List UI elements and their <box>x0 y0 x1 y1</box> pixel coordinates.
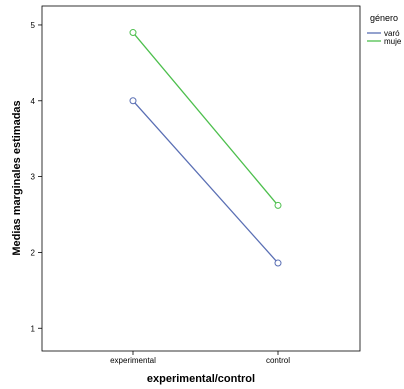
x-axis-title: experimental/control <box>147 373 255 385</box>
y-tick-label: 3 <box>31 173 36 182</box>
legend-label: muje <box>384 37 402 46</box>
data-point <box>129 97 137 105</box>
series-layer <box>129 29 282 267</box>
legend-label: varó <box>384 29 400 38</box>
y-axis-title: Medias marginales estimadas <box>11 100 23 255</box>
y-axis-ticks: 1 2 3 4 5 <box>31 21 42 333</box>
data-point <box>129 29 137 37</box>
y-tick-label: 4 <box>31 97 36 106</box>
legend-title: género <box>370 13 398 23</box>
plot-area <box>41 5 361 352</box>
y-tick-label: 2 <box>31 248 36 257</box>
y-tick-label: 5 <box>31 21 36 30</box>
x-tick-label: experimental <box>110 356 156 365</box>
data-point <box>274 259 282 267</box>
data-point <box>274 201 282 209</box>
y-tick-label: 1 <box>31 324 36 333</box>
series-line-1 <box>132 32 279 206</box>
x-tick-label: control <box>266 356 290 365</box>
series-line-0 <box>132 100 279 264</box>
x-axis-ticks: experimental control <box>110 351 290 365</box>
